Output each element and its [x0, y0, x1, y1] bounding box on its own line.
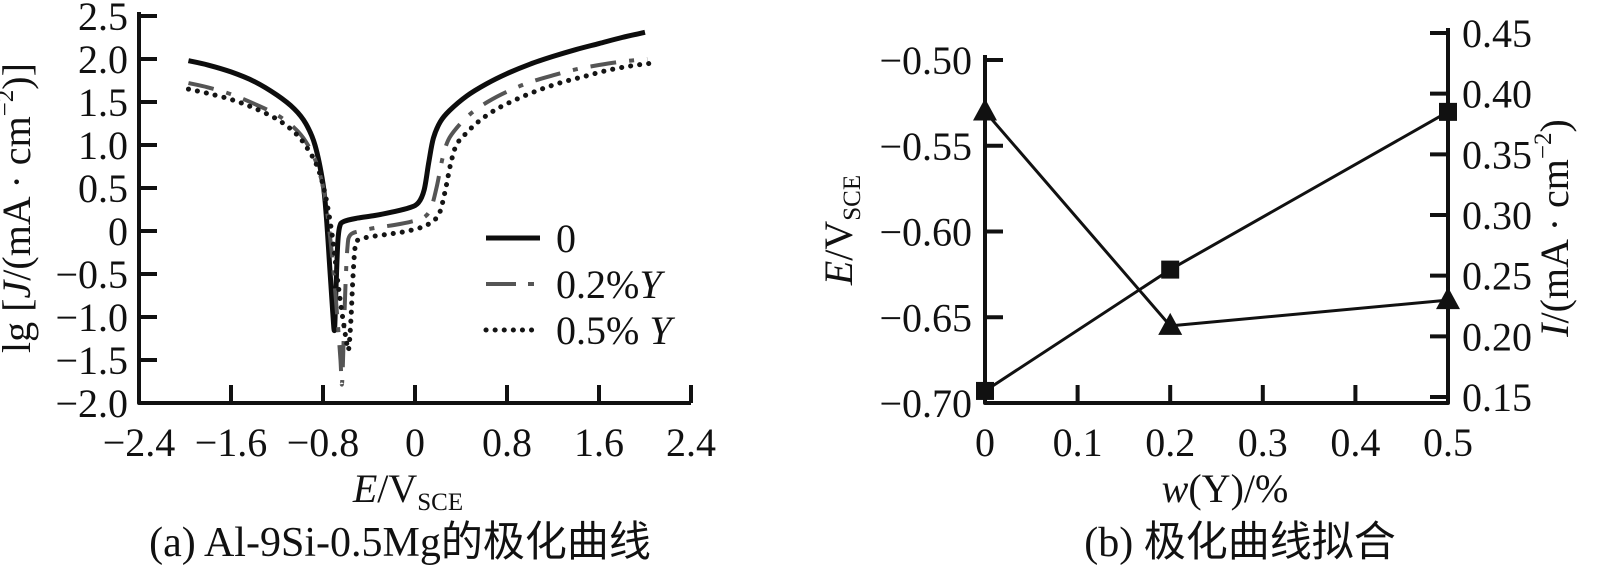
- label-part: Y: [649, 308, 675, 353]
- triangle-marker: [973, 98, 997, 121]
- y-tick-label: −2.0: [55, 381, 128, 426]
- y-tick-label: −0.5: [55, 252, 128, 297]
- right-tick-label: 0.35: [1462, 132, 1532, 177]
- right-tick-label: 0.25: [1462, 254, 1532, 299]
- panel-b-left-axis-label: E/VSCE: [816, 175, 866, 286]
- label-part: (Y)/%: [1188, 466, 1288, 511]
- y-tick-label: −1.0: [55, 295, 128, 340]
- legend-label: 0.2%Y: [556, 262, 665, 307]
- label-part: 0.2%: [556, 262, 639, 307]
- left-tick-label: −0.70: [879, 381, 972, 426]
- label-part: E: [352, 466, 377, 511]
- x-tick-label: 0.4: [1330, 420, 1380, 465]
- x-tick-label: −2.4: [103, 420, 176, 465]
- y-tick-label: 2.0: [78, 37, 128, 82]
- square-marker: [976, 381, 994, 400]
- x-tick-label: 0.1: [1053, 420, 1103, 465]
- label-part: −2: [1530, 132, 1557, 159]
- square-marker: [1439, 102, 1457, 121]
- x-tick-label: 0: [405, 420, 425, 465]
- right-tick-label: 0.15: [1462, 375, 1532, 420]
- panel-a-x-axis-label: E/VSCE: [352, 466, 463, 516]
- x-tick-label: −1.6: [195, 420, 268, 465]
- left-tick-label: −0.60: [879, 210, 972, 255]
- label-part: −2: [0, 90, 19, 117]
- legend-label: 0.5% Y: [556, 308, 675, 353]
- curve-05Y: [185, 60, 654, 353]
- label-part: w: [1162, 466, 1189, 511]
- right-tick-label: 0.45: [1462, 11, 1532, 56]
- x-tick-label: 0.5: [1423, 420, 1473, 465]
- left-tick-label: −0.65: [879, 295, 972, 340]
- curve-02Y: [188, 57, 648, 387]
- label-part: I: [1532, 322, 1577, 338]
- right-tick-label: 0.20: [1462, 314, 1532, 359]
- label-part: /V: [377, 466, 417, 511]
- label-part: /(mA · cm: [0, 116, 39, 280]
- label-part: /(mA · cm: [1532, 159, 1577, 323]
- legend-label: 0: [556, 216, 576, 261]
- square-marker: [1161, 260, 1180, 279]
- x-tick-label: 1.6: [574, 420, 624, 465]
- caption-panel-b: (b) 极化曲线拟合: [1084, 520, 1396, 566]
- label-part: Y: [639, 262, 665, 307]
- square-series-line: [984, 110, 1449, 393]
- right-tick-label: 0.40: [1462, 72, 1532, 117]
- label-part: SCE: [839, 175, 866, 221]
- x-tick-label: 2.4: [666, 420, 716, 465]
- label-part: ): [1532, 119, 1577, 132]
- panel-a-y-axis-label: lg [J/(mA · cm−2)]: [0, 63, 39, 353]
- label-part: )]: [0, 63, 39, 90]
- triangle-series-line: [983, 110, 1449, 328]
- label-part: J: [0, 279, 39, 299]
- y-tick-label: 2.5: [78, 0, 128, 39]
- label-part: /V: [816, 221, 861, 261]
- triangle-marker: [1436, 287, 1460, 310]
- label-part: E: [816, 261, 861, 286]
- panel-b-x-axis-label: w(Y)/%: [1162, 466, 1289, 511]
- x-tick-label: 0.3: [1238, 420, 1288, 465]
- label-part: 0.5%: [556, 308, 649, 353]
- left-tick-label: −0.55: [879, 124, 972, 169]
- y-tick-label: −1.5: [55, 338, 128, 383]
- x-tick-label: 0.8: [482, 420, 532, 465]
- left-tick-label: −0.50: [879, 38, 972, 83]
- y-tick-label: 0.5: [78, 166, 128, 211]
- y-tick-label: 1.5: [78, 80, 128, 125]
- x-tick-label: 0.2: [1145, 420, 1195, 465]
- label-part: 0: [556, 216, 576, 261]
- caption-panel-a: (a) Al-9Si-0.5Mg的极化曲线: [149, 520, 651, 566]
- x-tick-label: −0.8: [287, 420, 360, 465]
- curve-0: [187, 29, 646, 334]
- right-tick-label: 0.30: [1462, 193, 1532, 238]
- label-part: SCE: [417, 489, 463, 516]
- y-tick-label: 0: [108, 209, 128, 254]
- triangle-marker: [1158, 312, 1183, 335]
- y-tick-label: 1.0: [78, 123, 128, 168]
- x-tick-label: 0: [975, 420, 995, 465]
- label-part: lg [: [0, 299, 39, 353]
- panel-b-right-axis-label: I/(mA · cm−2): [1530, 119, 1577, 338]
